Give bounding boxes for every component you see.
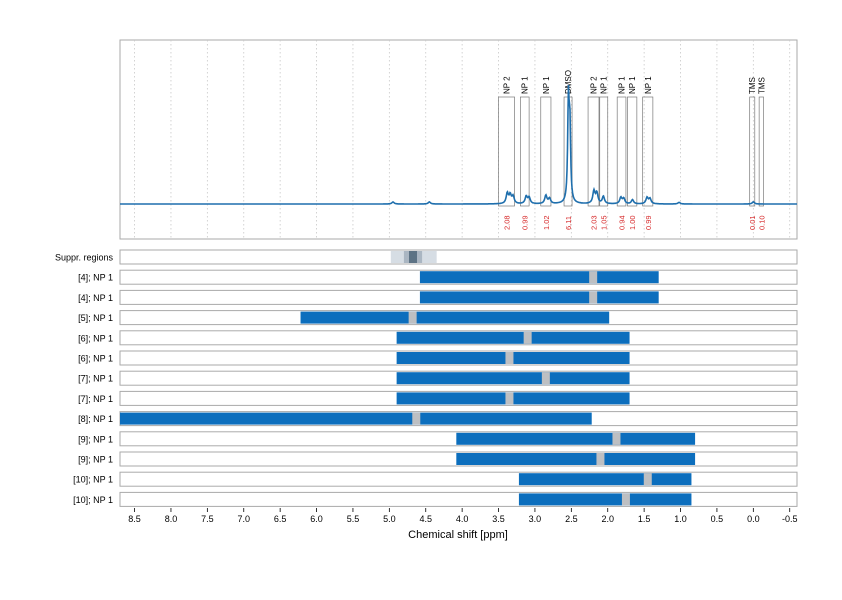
integral-value: 0.10 [757, 215, 766, 230]
range-bar [300, 311, 610, 324]
integral-region-box [599, 96, 609, 207]
range-marker [505, 392, 514, 405]
range-panels: Suppr. regions [4]; NP 1 [4]; NP 1 [5]; NP … [55, 249, 798, 507]
row-label: [7]; NP 1 [78, 374, 113, 384]
row-label: [6]; NP 1 [78, 333, 113, 343]
integral-region-label: TMS [748, 77, 757, 94]
integral-value: 2.08 [503, 215, 512, 230]
range-row-frame [119, 491, 798, 507]
range-bar [518, 473, 692, 486]
x-tick-label: 7.5 [201, 514, 214, 524]
range-bar [456, 432, 696, 445]
row-label: [9]; NP 1 [78, 434, 113, 444]
integral-value: 0.01 [748, 215, 757, 230]
integral-region-label: NP 2 [503, 76, 512, 94]
range-marker [505, 352, 514, 364]
row-label: [6]; NP 1 [78, 354, 113, 364]
integral-region-box [758, 96, 764, 207]
integral-region-label: DMSO [564, 70, 573, 94]
range-marker [408, 311, 417, 324]
spectrum-panel: NP 2 2.08 NP 1 0.99 NP 1 1.02 DMSO 6.11 NP 2 2.03… [119, 39, 798, 240]
range-row-frame [119, 471, 798, 487]
range-marker [621, 493, 630, 506]
row-label: [9]; NP 1 [78, 455, 113, 465]
range-marker [643, 473, 652, 486]
spectrum-frame [119, 39, 798, 240]
range-marker [412, 412, 421, 425]
integral-region-box [642, 96, 654, 207]
range-bar [419, 271, 659, 284]
row-label: [4]; NP 1 [78, 293, 113, 303]
x-tick-label: 4.0 [456, 514, 469, 524]
range-marker [596, 453, 605, 465]
range-bar [120, 412, 592, 425]
integral-value: 0.99 [644, 215, 653, 230]
x-axis-label: Chemical shift [ppm] [408, 529, 508, 541]
x-tick-label: 4.5 [419, 514, 432, 524]
integral-region-label: NP 1 [644, 76, 653, 94]
x-axis: 8.5 8.0 7.5 7.0 6.5 6.0 5.5 5.0 4.5 4.0 3.5 3.0 2.5 2… [128, 508, 797, 524]
x-tick-label: 0.5 [711, 514, 724, 524]
integral-region-label: NP 1 [542, 76, 551, 94]
spectrum-trace [120, 84, 797, 205]
x-tick-label: 8.5 [128, 514, 141, 524]
range-bar [396, 331, 630, 344]
integral-region-label: NP 1 [628, 76, 637, 94]
x-tick-label: 3.5 [492, 514, 505, 524]
integral-region-label: NP 1 [600, 76, 609, 94]
integral-value: 1.05 [600, 215, 609, 230]
suppr-region-dark [408, 251, 418, 263]
suppr-row-frame [119, 249, 798, 265]
integral-value: 1.02 [542, 215, 551, 230]
row-label: Suppr. regions [55, 253, 114, 263]
integral-region-label: NP 1 [521, 76, 530, 94]
row-label: [5]; NP 1 [78, 313, 113, 323]
x-tick-label: 6.5 [274, 514, 287, 524]
row-label: [7]; NP 1 [78, 394, 113, 404]
range-bar [518, 493, 692, 506]
x-tick-label: -0.5 [782, 514, 798, 524]
x-tick-label: 5.5 [347, 514, 360, 524]
row-label: [10]; NP 1 [73, 495, 113, 505]
integral-region-box [520, 96, 530, 207]
x-tick-label: 5.0 [383, 514, 396, 524]
integral-value: 0.94 [618, 215, 627, 230]
row-label: [4]; NP 1 [78, 273, 113, 283]
x-tick-label: 6.0 [310, 514, 323, 524]
x-tick-label: 3.0 [529, 514, 542, 524]
x-tick-label: 2.5 [565, 514, 578, 524]
integral-value: 1.00 [628, 215, 637, 230]
integral-region-label: NP 2 [590, 76, 599, 94]
range-bar [456, 453, 696, 465]
x-tick-label: 8.0 [165, 514, 178, 524]
integral-region-box [749, 96, 756, 207]
integral-region-label: NP 1 [618, 76, 627, 94]
range-bar [419, 291, 659, 304]
integral-region-box [498, 96, 515, 207]
row-label: [8]; NP 1 [78, 414, 113, 424]
range-marker [541, 372, 550, 385]
integral-value: 2.03 [590, 215, 599, 230]
x-tick-label: 2.0 [601, 514, 614, 524]
row-label: [10]; NP 1 [73, 475, 113, 485]
integral-region-box [616, 96, 627, 207]
range-marker [612, 432, 621, 445]
range-marker [589, 271, 598, 284]
x-tick-label: 7.0 [237, 514, 250, 524]
integral-region-label: TMS [757, 77, 766, 94]
integral-region-box [627, 96, 638, 207]
x-tick-label: 0.0 [747, 514, 760, 524]
integral-region-box [540, 96, 552, 207]
range-marker [523, 331, 532, 344]
integral-value: 6.11 [564, 216, 573, 230]
range-marker [589, 291, 598, 304]
x-tick-label: 1.5 [638, 514, 651, 524]
integral-region-box [587, 96, 600, 207]
range-bar [396, 372, 630, 385]
integral-value: 0.99 [521, 215, 530, 230]
x-tick-label: 1.0 [674, 514, 687, 524]
